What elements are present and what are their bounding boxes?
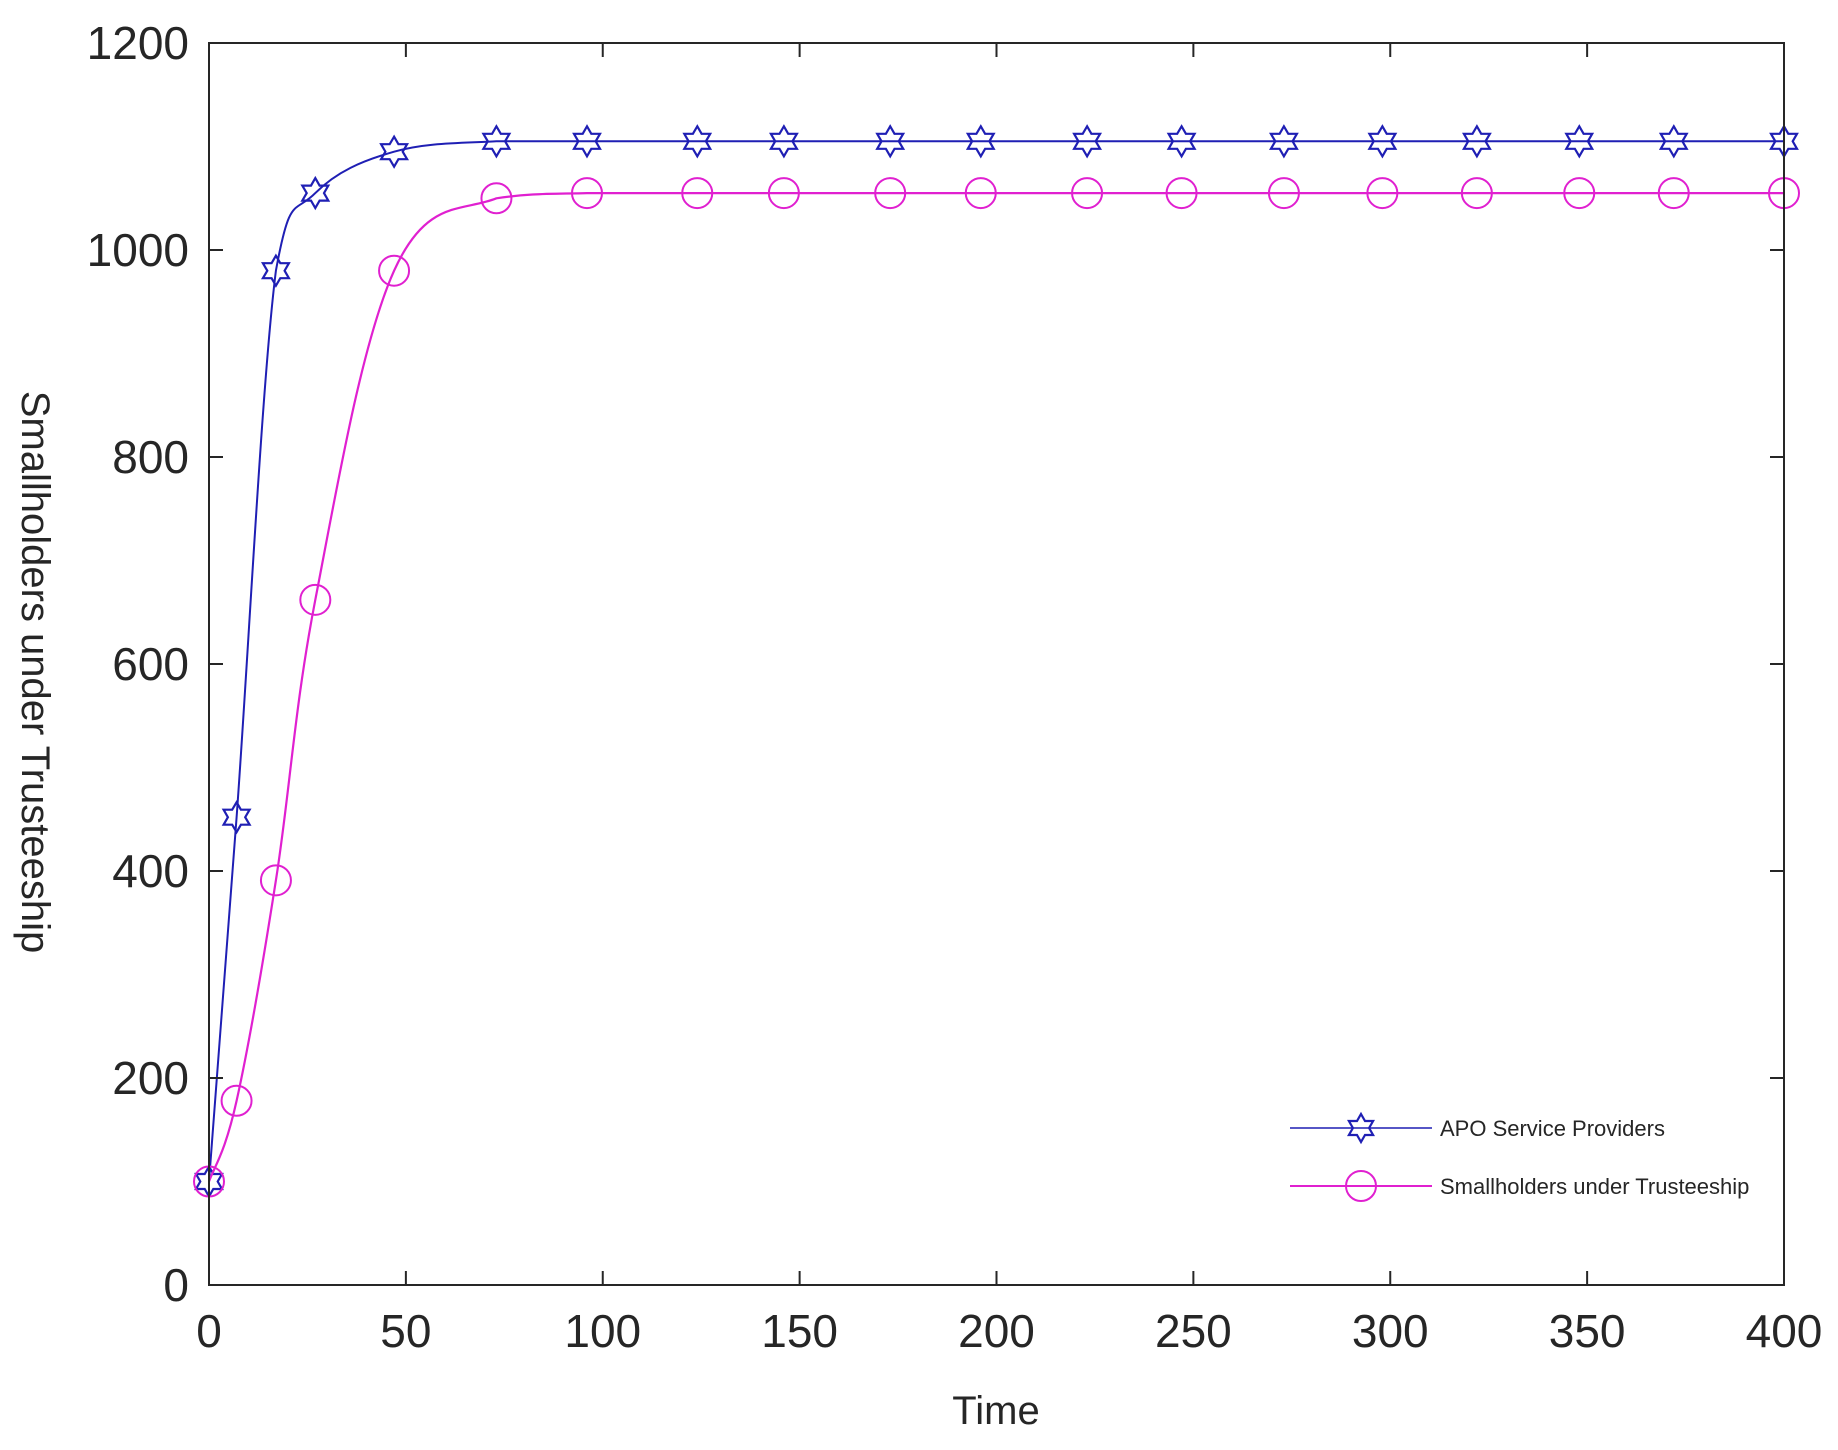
circle-marker-icon — [964, 177, 997, 210]
hexagram-marker-icon — [221, 800, 252, 835]
legend-label: Smallholders under Trusteeship — [1440, 1174, 1749, 1199]
circle-marker-icon — [1657, 177, 1690, 210]
circle-marker-icon — [220, 1084, 253, 1117]
circle-marker-icon — [1460, 177, 1493, 210]
legend-label: APO Service Providers — [1440, 1116, 1665, 1141]
plot-background — [209, 43, 1784, 1285]
hexagram-marker-icon — [1658, 124, 1689, 159]
circle-marker-icon — [571, 177, 603, 210]
circle-marker-icon — [1267, 177, 1300, 210]
x-tick-label: 50 — [380, 1305, 431, 1357]
hexagram-marker-icon — [1347, 1111, 1375, 1145]
circle-marker-icon — [1071, 177, 1104, 210]
tick-labels: 0 50 100 150 200 250 300 350 400 0 200 400 600 800 100… — [87, 17, 1823, 1357]
hexagram-marker-icon — [1268, 124, 1299, 159]
legend-item-smallholders-under-trusteeship: Smallholders under Trusteeship — [1290, 1170, 1749, 1202]
plot-area — [209, 43, 1784, 1285]
legend: APO Service Providers Smallholders under… — [1290, 1111, 1749, 1202]
y-tick-label: 800 — [112, 431, 189, 483]
x-tick-label: 150 — [761, 1305, 838, 1357]
x-tick-label: 100 — [564, 1305, 641, 1357]
series-line — [207, 191, 1784, 1182]
x-tick-label: 250 — [1155, 1305, 1232, 1357]
y-tick-label: 1200 — [87, 17, 189, 69]
hexagram-marker-icon — [1462, 124, 1492, 159]
y-tick-label: 600 — [112, 638, 189, 690]
x-axis-label: Time — [952, 1389, 1039, 1433]
circle-marker-icon — [1165, 177, 1198, 210]
circle-marker-icon — [259, 864, 292, 897]
series-apo-service-providers — [194, 124, 1799, 1199]
axes — [208, 42, 1785, 1286]
hexagram-marker-icon — [1564, 124, 1595, 159]
circle-marker-icon — [767, 177, 800, 210]
x-tick-label: 0 — [196, 1305, 222, 1357]
circle-marker-icon — [681, 177, 714, 210]
hexagram-marker-icon — [682, 124, 713, 159]
circle-marker-icon — [874, 177, 907, 210]
series-smallholders-under-trusteeship — [193, 177, 1800, 1198]
hexagram-marker-icon — [260, 253, 291, 288]
y-tick-label: 1000 — [87, 224, 189, 276]
hexagram-marker-icon — [379, 134, 410, 169]
y-tick-label: 0 — [163, 1259, 189, 1311]
hexagram-marker-icon — [572, 124, 602, 159]
hexagram-marker-icon — [1072, 124, 1103, 159]
x-tick-label: 300 — [1352, 1305, 1429, 1357]
x-tick-label: 200 — [958, 1305, 1035, 1357]
x-tick-label: 350 — [1549, 1305, 1626, 1357]
circle-marker-icon — [480, 182, 513, 215]
legend-item-apo-service-providers: APO Service Providers — [1290, 1111, 1665, 1145]
circle-marker-icon — [1345, 1170, 1377, 1202]
series-line — [208, 140, 1784, 1182]
circle-marker-icon — [1366, 177, 1399, 210]
hexagram-marker-icon — [965, 124, 996, 159]
x-tick-label: 400 — [1746, 1305, 1823, 1357]
y-tick-label: 200 — [112, 1052, 189, 1104]
hexagram-marker-icon — [1347, 1111, 1375, 1145]
hexagram-marker-icon — [769, 124, 799, 159]
circle-marker-icon — [1345, 1170, 1377, 1202]
hexagram-marker-icon — [481, 124, 512, 159]
hexagram-marker-icon — [300, 175, 331, 211]
circle-marker-icon — [378, 254, 411, 287]
circle-marker-icon — [299, 583, 332, 616]
y-axis-label: Smallholders under Trusteeship — [13, 391, 57, 954]
circle-marker-icon — [1563, 177, 1596, 210]
hexagram-marker-icon — [875, 124, 906, 159]
hexagram-marker-icon — [1166, 124, 1197, 159]
series-layer — [193, 124, 1800, 1199]
y-tick-label: 400 — [112, 845, 189, 897]
hexagram-marker-icon — [1367, 124, 1398, 159]
